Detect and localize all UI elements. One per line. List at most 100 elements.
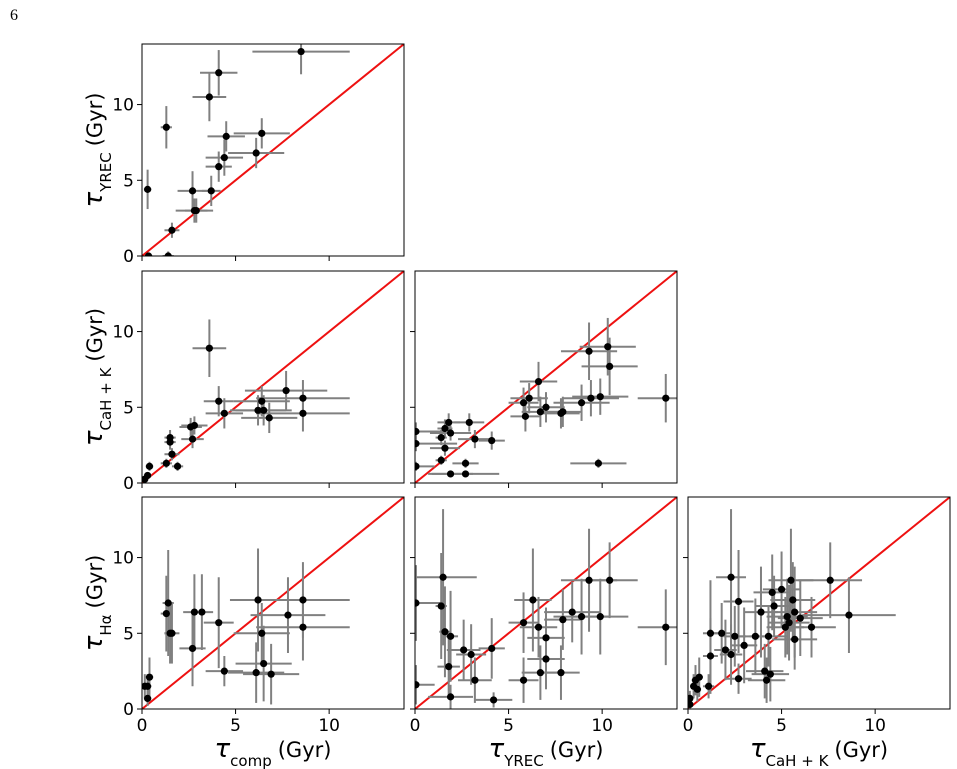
- panel: [142, 497, 404, 709]
- data-point: [461, 470, 470, 478]
- data-point: [446, 429, 455, 437]
- data-point: [471, 435, 479, 443]
- data-point: [542, 403, 550, 411]
- label-symbol: τ: [489, 734, 505, 764]
- data-point: [198, 608, 206, 616]
- data-point: [783, 613, 791, 621]
- data-point: [757, 608, 765, 616]
- data-point: [441, 628, 449, 636]
- data-point: [144, 185, 152, 193]
- data-point: [604, 343, 612, 351]
- data-point: [461, 459, 470, 467]
- data-point: [777, 585, 786, 593]
- data-point: [215, 69, 223, 77]
- axis-label: τYREC (Gyr): [489, 734, 604, 769]
- data-point: [415, 681, 420, 689]
- panel-frame: [687, 496, 951, 710]
- label-symbol: τ: [79, 430, 109, 446]
- panel: [142, 44, 404, 256]
- data-point: [587, 394, 595, 402]
- data-point: [446, 470, 455, 478]
- label-symbol: τ: [750, 734, 766, 764]
- data-point: [190, 206, 198, 215]
- data-point: [534, 623, 543, 631]
- data-point: [691, 676, 700, 684]
- label-unit: (Gyr): [834, 738, 888, 762]
- data-point: [727, 650, 735, 659]
- data-point: [162, 123, 170, 131]
- axis-label: τCaH + K (Gyr): [79, 308, 115, 446]
- panel-frame: [414, 496, 678, 710]
- data-point: [761, 667, 769, 675]
- data-point: [467, 650, 475, 659]
- identity-line: [142, 271, 404, 483]
- data-point: [490, 696, 498, 704]
- data-point: [731, 632, 739, 640]
- panel-frame: [141, 496, 405, 710]
- data-point: [145, 673, 154, 681]
- data-point: [585, 347, 593, 355]
- data-point: [529, 596, 537, 604]
- tick-label: 0: [123, 247, 134, 267]
- data-point: [258, 129, 266, 137]
- data-point: [162, 459, 170, 467]
- data-point: [706, 652, 715, 660]
- data-point: [559, 616, 567, 624]
- data-point: [770, 602, 778, 610]
- data-point: [688, 700, 694, 709]
- data-point: [557, 669, 565, 677]
- panel-frame: [141, 43, 405, 257]
- data-point: [144, 252, 153, 256]
- label-symbol: τ: [79, 635, 109, 651]
- data-point: [662, 394, 670, 402]
- data-point: [267, 670, 275, 678]
- data-point: [585, 576, 593, 584]
- data-point: [542, 634, 550, 642]
- tick-label: 5: [776, 716, 787, 736]
- data-point: [594, 459, 603, 467]
- data-point: [260, 406, 268, 414]
- label-subscript: Hα: [97, 614, 115, 635]
- data-point: [751, 632, 759, 640]
- label-subscript: CaH + K: [766, 752, 830, 769]
- data-point: [734, 675, 743, 683]
- data-point: [606, 362, 614, 370]
- data-point: [525, 394, 533, 402]
- tick-label: 10: [112, 549, 134, 569]
- axis-label: τcomp (Gyr): [215, 734, 332, 769]
- tick-label: 10: [864, 716, 886, 736]
- data-point: [787, 576, 795, 584]
- data-point: [215, 163, 223, 171]
- tick-label: 5: [123, 398, 134, 418]
- data-point: [145, 462, 154, 470]
- data-point: [299, 409, 307, 417]
- data-point: [534, 377, 543, 386]
- tick-label: 10: [591, 716, 613, 736]
- data-point: [188, 435, 197, 443]
- data-point: [252, 149, 260, 157]
- data-point: [763, 676, 771, 684]
- page-number: 6: [10, 7, 18, 24]
- data-point: [299, 596, 307, 604]
- tick-label: 0: [410, 716, 421, 736]
- panel-frame: [141, 270, 405, 484]
- label-unit: (Gyr): [83, 93, 107, 147]
- data-point: [142, 682, 149, 690]
- data-point: [222, 132, 230, 140]
- data-point: [168, 226, 176, 234]
- data-point: [446, 632, 455, 640]
- data-point: [299, 394, 307, 402]
- label-symbol: τ: [215, 734, 231, 764]
- data-point: [577, 613, 586, 621]
- data-point: [188, 644, 197, 653]
- data-point: [519, 676, 528, 684]
- axis-label: τYREC (Gyr): [79, 93, 115, 208]
- data-point: [446, 693, 455, 701]
- panel-frame: [414, 270, 678, 484]
- data-point: [415, 462, 420, 470]
- data-point: [441, 424, 449, 433]
- data-point: [557, 409, 565, 417]
- tick-label: 5: [503, 716, 514, 736]
- data-point: [215, 619, 223, 627]
- data-point: [190, 608, 198, 616]
